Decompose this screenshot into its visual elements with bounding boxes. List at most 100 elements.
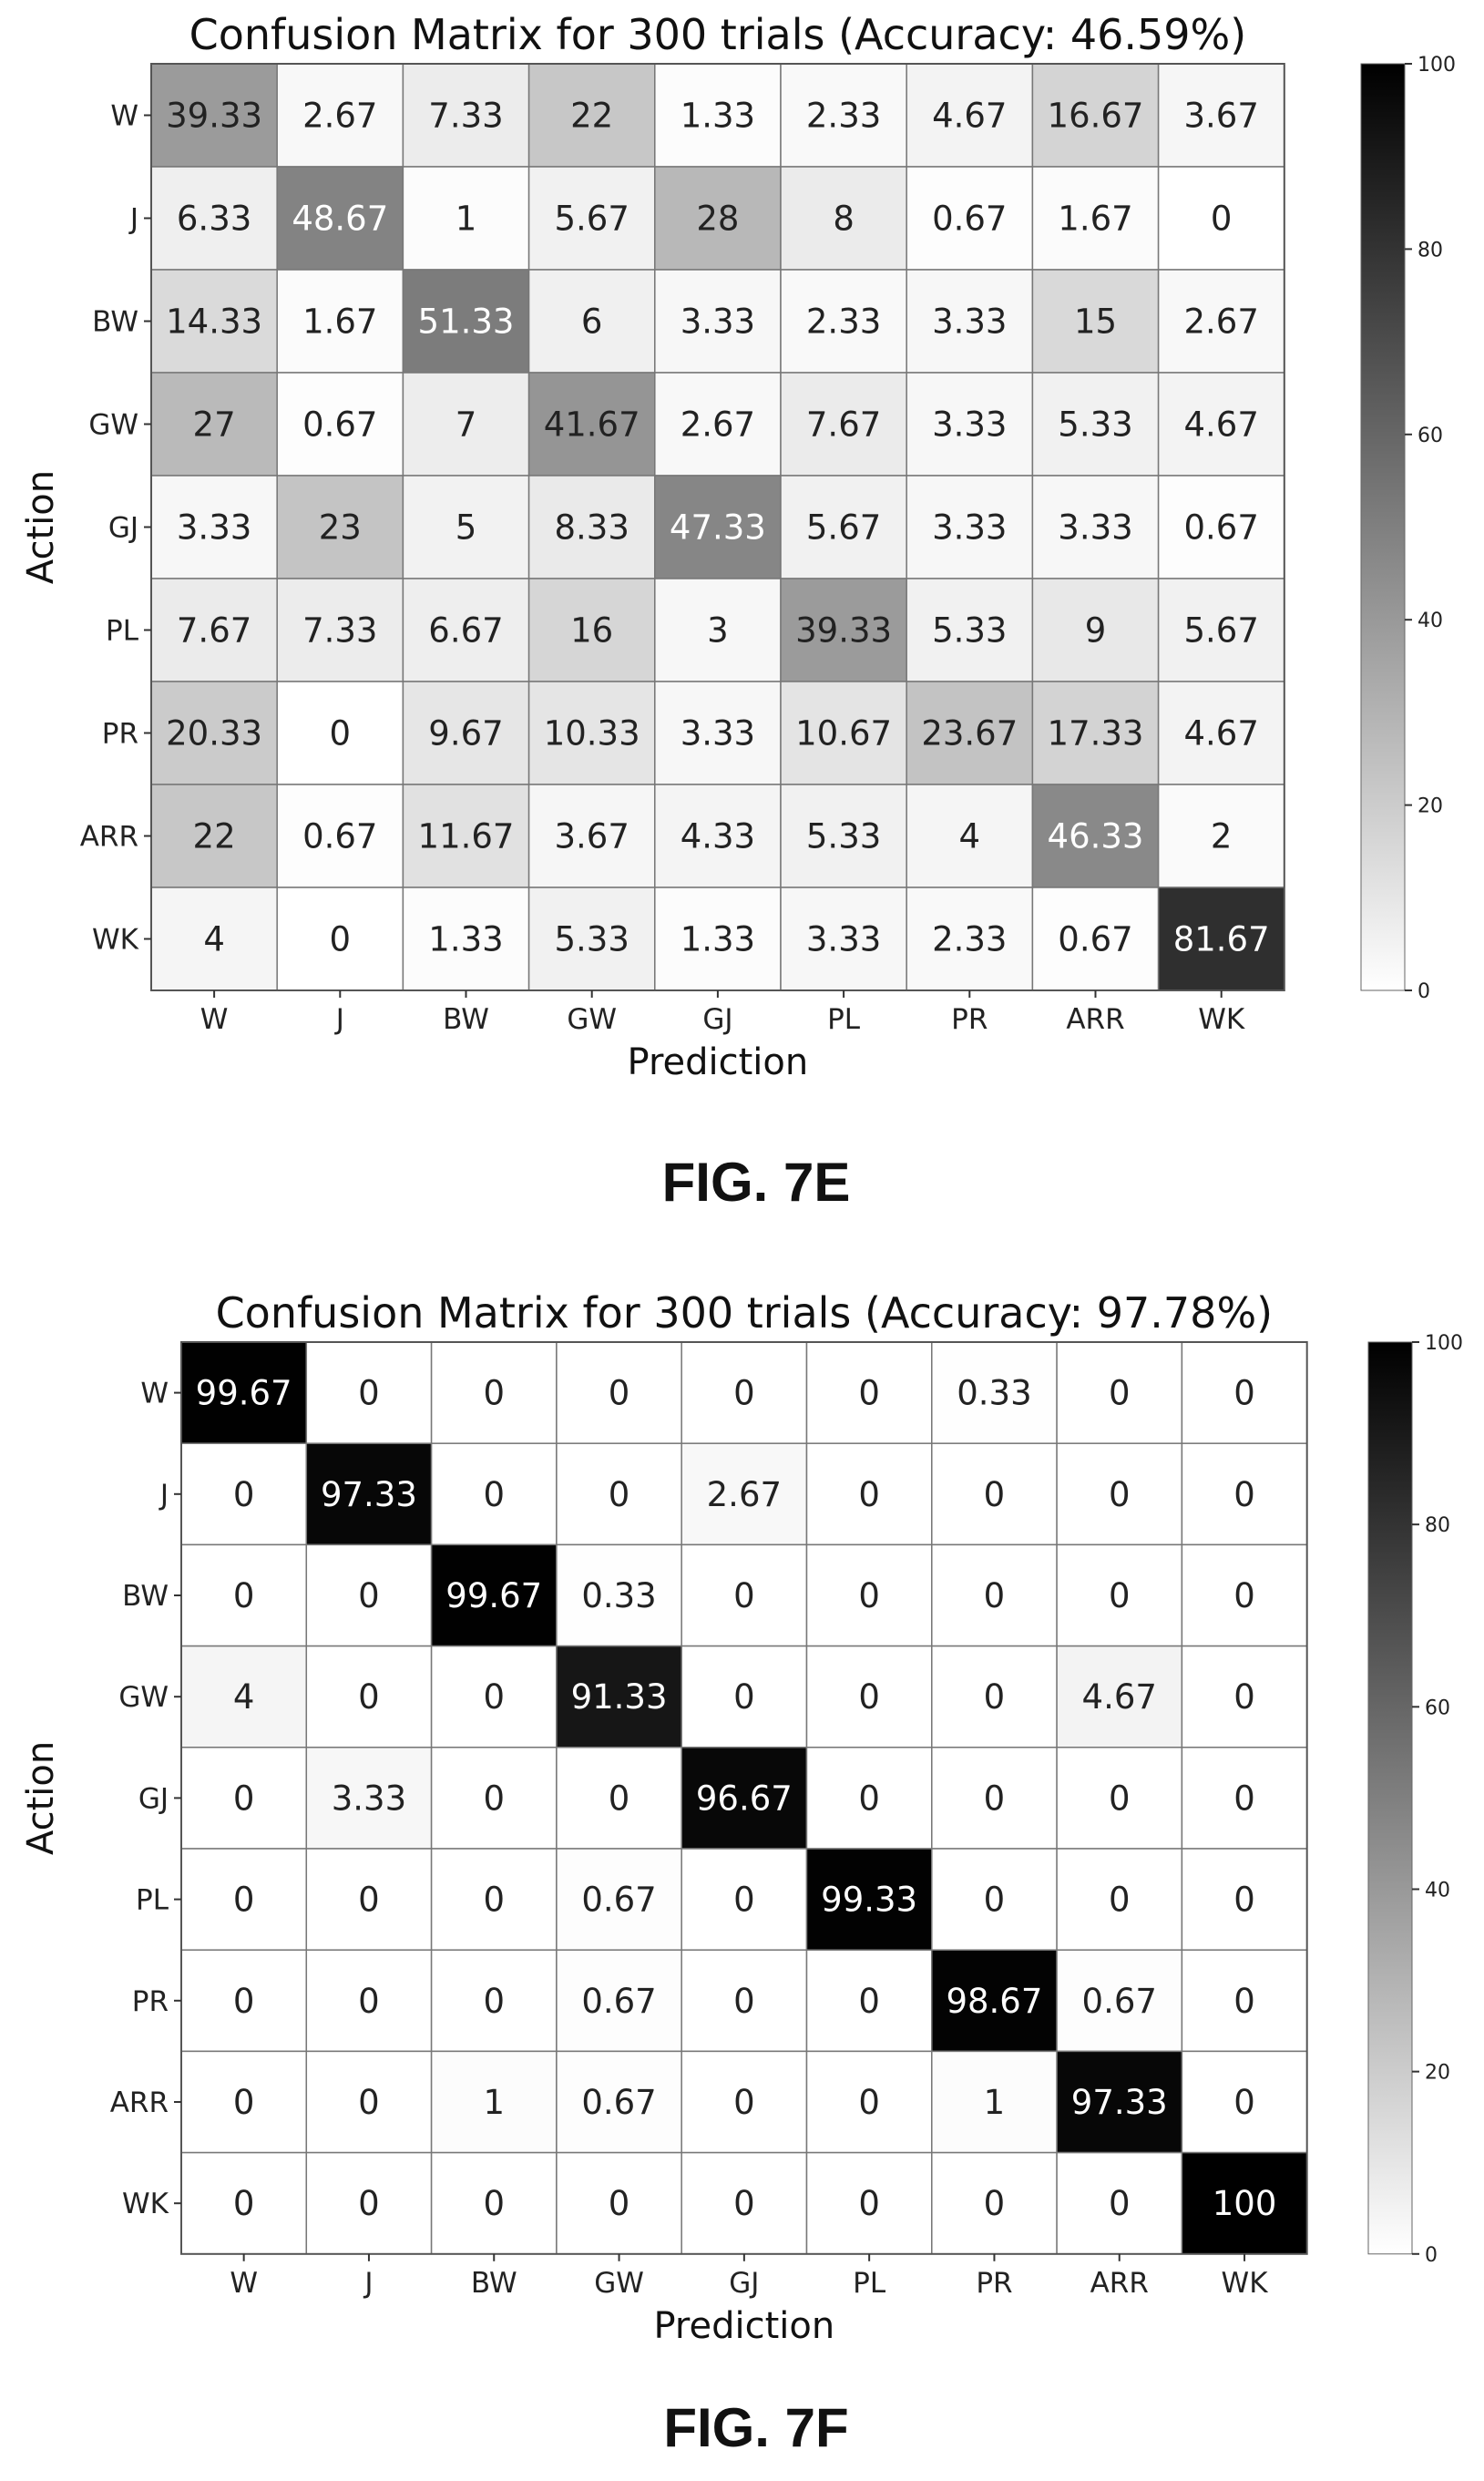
heatmap-cell xyxy=(906,681,1034,785)
heatmap-cell xyxy=(805,1341,933,1444)
cell-value-label: 0.67 xyxy=(1082,1982,1157,2021)
colorbar-tick-label: 100 xyxy=(1425,1332,1463,1355)
cell-value-label: 0 xyxy=(233,1779,255,1818)
heatmap-cell xyxy=(681,2050,808,2154)
cell-value-label: 7.33 xyxy=(428,97,503,136)
cell-value-label: 98.67 xyxy=(946,1982,1042,2021)
cell-value-label: 39.33 xyxy=(166,97,262,136)
cell-value-label: 47.33 xyxy=(670,508,766,548)
heatmap-cell xyxy=(556,1949,682,2053)
heatmap-cell xyxy=(430,2151,558,2255)
cell-value-label: 6.67 xyxy=(428,611,503,651)
heatmap-cell xyxy=(1031,372,1160,477)
heatmap-cell xyxy=(681,1949,808,2053)
heatmap-cell xyxy=(931,1645,1058,1748)
x-tick-label: GJ xyxy=(702,1003,732,1036)
heatmap-cell xyxy=(276,887,404,991)
y-tick-label: WK xyxy=(122,2188,169,2220)
heatmap-cell xyxy=(1056,2151,1183,2255)
cell-value-label: 7.33 xyxy=(302,611,377,651)
cell-value-label: 46.33 xyxy=(1048,817,1144,856)
cell-value-label: 0 xyxy=(233,1881,255,1920)
cell-value-label: 0 xyxy=(1233,1677,1255,1717)
cell-value-label: 0.67 xyxy=(581,1881,656,1920)
cell-value-label: 51.33 xyxy=(418,302,515,342)
x-tick-label: J xyxy=(363,2267,373,2300)
x-tick-label: ARR xyxy=(1066,1003,1124,1036)
heatmap-cell xyxy=(150,578,278,682)
heatmap-cell xyxy=(305,2050,433,2154)
cell-value-label: 4.33 xyxy=(681,817,755,856)
cell-value-label: 0.67 xyxy=(581,1982,656,2021)
heatmap-cell xyxy=(527,372,656,477)
heatmap-cell xyxy=(1056,1341,1183,1444)
heatmap-cell xyxy=(906,475,1034,579)
cell-value-label: 1 xyxy=(483,2083,505,2122)
cell-value-label: 8.33 xyxy=(555,508,629,548)
cell-value-label: 0 xyxy=(483,1881,505,1920)
y-tick-label: GJ xyxy=(138,1782,169,1815)
heatmap-cell xyxy=(180,1747,308,1850)
heatmap-cell xyxy=(1031,63,1160,168)
cell-value-label: 0 xyxy=(1109,1576,1131,1615)
x-tick-label: PR xyxy=(951,1003,988,1036)
cell-value-label: 2.67 xyxy=(707,1475,782,1514)
heatmap-cell xyxy=(276,475,404,579)
cell-value-label: 0 xyxy=(1109,1374,1131,1413)
heatmap-cell xyxy=(305,1848,433,1951)
heatmap-cell xyxy=(150,166,278,271)
cell-value-label: 0 xyxy=(733,1576,755,1615)
cell-value-label: 23.67 xyxy=(921,714,1018,754)
heatmap-cell xyxy=(654,63,782,168)
x-tick-label: PR xyxy=(976,2267,1012,2300)
heatmap-cell xyxy=(150,372,278,477)
cell-value-label: 7 xyxy=(455,405,477,445)
heatmap-cell xyxy=(527,269,656,374)
cell-value-label: 0 xyxy=(858,2184,880,2223)
cell-value-label: 0 xyxy=(358,2184,380,2223)
cell-value-label: 0 xyxy=(984,1475,1006,1514)
cell-value-label: 0.67 xyxy=(302,817,377,856)
cell-value-label: 0 xyxy=(858,1779,880,1818)
cell-value-label: 0 xyxy=(1109,1881,1131,1920)
cell-value-label: 1.67 xyxy=(302,302,377,342)
x-tick-label: PL xyxy=(853,2267,886,2300)
cell-value-label: 99.67 xyxy=(445,1576,542,1615)
heatmap-cell xyxy=(906,269,1034,374)
heatmap-cell xyxy=(556,2151,682,2255)
heatmap-cell xyxy=(556,1442,682,1546)
colorbar-tick-label: 20 xyxy=(1417,795,1443,818)
cell-value-label: 0 xyxy=(858,1475,880,1514)
heatmap-cell xyxy=(402,578,530,682)
heatmap-cell xyxy=(180,1949,308,2053)
cell-value-label: 1 xyxy=(984,2083,1006,2122)
cell-value-label: 0 xyxy=(984,2184,1006,2223)
heatmap-cell xyxy=(527,63,656,168)
cell-value-label: 5.67 xyxy=(555,200,629,239)
x-tick-label: GJ xyxy=(729,2267,759,2300)
cell-value-label: 0 xyxy=(858,1374,880,1413)
heatmap-cell xyxy=(527,475,656,579)
cell-value-label: 15 xyxy=(1074,302,1117,342)
cell-value-label: 0 xyxy=(858,1982,880,2021)
cell-value-label: 3.33 xyxy=(932,302,1007,342)
cell-value-label: 5.33 xyxy=(806,817,881,856)
x-tick-label: BW xyxy=(471,2267,517,2300)
cell-value-label: 1.33 xyxy=(428,920,503,959)
cell-value-label: 0 xyxy=(858,2083,880,2122)
x-tick-label: ARR xyxy=(1090,2267,1149,2300)
cell-value-label: 0.67 xyxy=(302,405,377,445)
cell-value-label: 0.67 xyxy=(581,2083,656,2122)
x-tick-label: J xyxy=(334,1003,344,1036)
heatmap-cell xyxy=(1056,1442,1183,1546)
heatmap-cell xyxy=(931,1747,1058,1850)
colorbar-tick-label: 0 xyxy=(1425,2244,1438,2267)
colorbar-tick-label: 0 xyxy=(1417,980,1430,1003)
heatmap-cell xyxy=(305,2151,433,2255)
heatmap-cell xyxy=(780,784,907,888)
cell-value-label: 16 xyxy=(570,611,613,651)
heatmap-cell xyxy=(150,681,278,785)
heatmap-cell xyxy=(681,1341,808,1444)
cell-value-label: 0 xyxy=(984,1881,1006,1920)
cell-value-label: 2.33 xyxy=(806,302,881,342)
